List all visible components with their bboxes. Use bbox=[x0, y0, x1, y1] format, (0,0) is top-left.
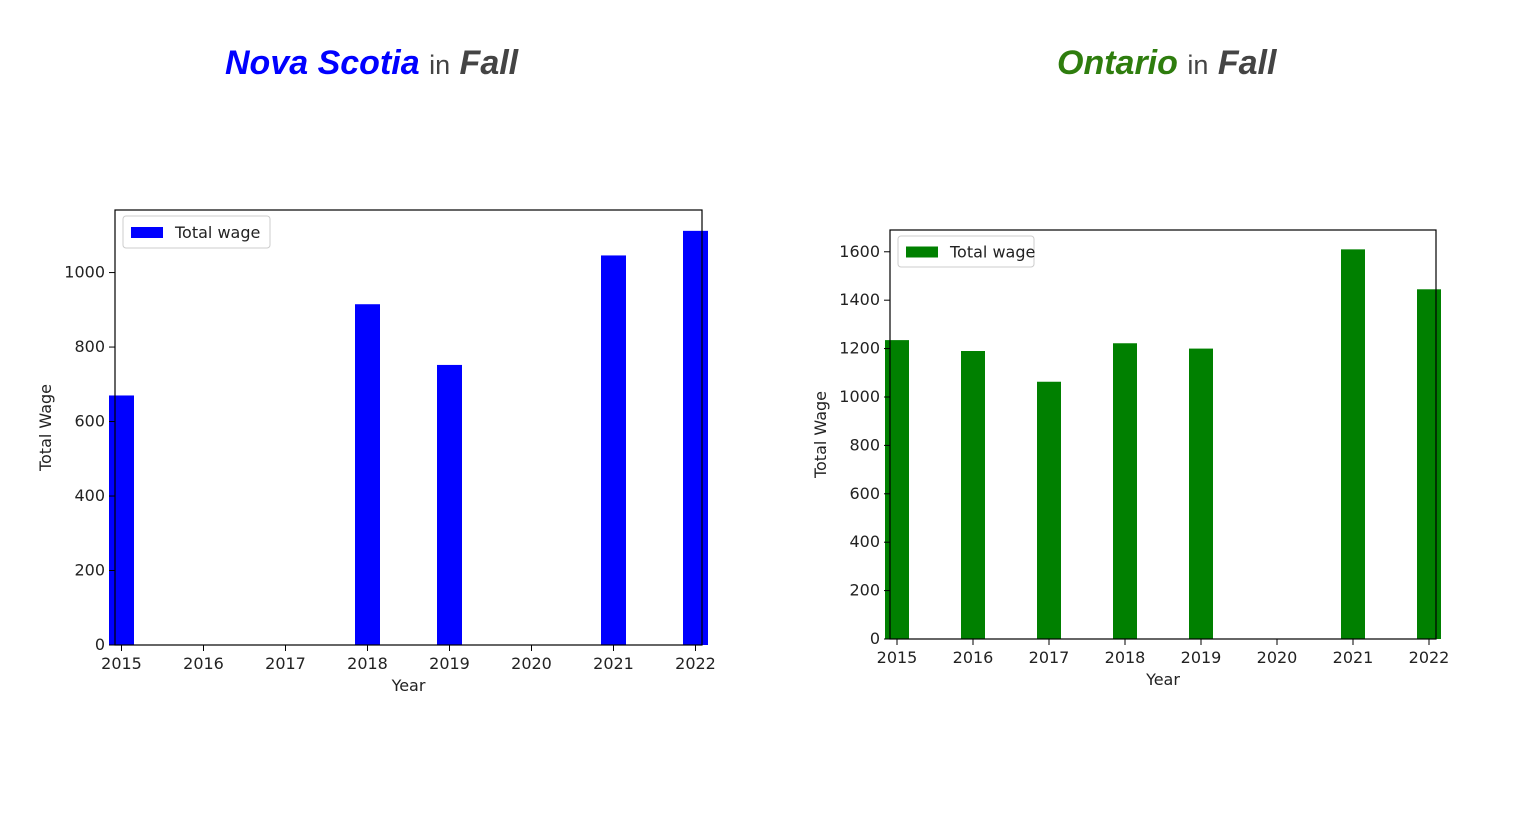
x-axis-label: Year bbox=[1145, 670, 1180, 689]
x-tick-label: 2021 bbox=[593, 654, 634, 673]
bar-2017 bbox=[1037, 381, 1061, 639]
chart-heading-ontario: Ontario in Fall bbox=[1057, 44, 1276, 96]
x-tick-label: 2015 bbox=[101, 654, 142, 673]
x-axis-label: Year bbox=[391, 676, 426, 695]
x-tick-label: 2015 bbox=[877, 648, 918, 667]
y-tick-label: 200 bbox=[849, 581, 880, 600]
bar-2015 bbox=[885, 340, 909, 639]
bar-2015 bbox=[109, 395, 134, 645]
x-tick-label: 2022 bbox=[675, 654, 716, 673]
x-tick-label: 2016 bbox=[183, 654, 224, 673]
bar-2019 bbox=[437, 364, 462, 645]
x-tick-label: 2018 bbox=[347, 654, 388, 673]
x-tick-label: 2021 bbox=[1333, 648, 1374, 667]
heading-season: Fall bbox=[1217, 44, 1277, 82]
y-tick-label: 600 bbox=[849, 484, 880, 503]
y-tick-label: 1000 bbox=[839, 387, 880, 406]
y-tick-label: 1400 bbox=[839, 290, 880, 309]
y-axis-label: Total Wage bbox=[811, 391, 830, 479]
bar-2019 bbox=[1189, 348, 1213, 639]
x-tick-label: 2016 bbox=[953, 648, 994, 667]
y-tick-label: 400 bbox=[74, 486, 105, 505]
heading-season: Fall bbox=[459, 44, 519, 82]
y-tick-label: 0 bbox=[870, 629, 880, 648]
bar-2021 bbox=[601, 255, 626, 645]
heading-joiner: in bbox=[1187, 50, 1209, 80]
legend-label: Total wage bbox=[949, 243, 1035, 262]
y-tick-label: 1000 bbox=[64, 263, 105, 282]
plot-frame bbox=[889, 229, 1437, 640]
x-tick-label: 2020 bbox=[1257, 648, 1298, 667]
heading-province: Ontario bbox=[1057, 44, 1178, 82]
legend-box bbox=[897, 235, 1035, 268]
legend-swatch bbox=[131, 227, 163, 238]
legend-box bbox=[122, 215, 271, 249]
x-tick-label: 2022 bbox=[1409, 648, 1450, 667]
y-tick-label: 200 bbox=[74, 561, 105, 580]
heading-joiner: in bbox=[429, 50, 451, 80]
y-tick-label: 0 bbox=[95, 635, 105, 654]
y-tick-label: 800 bbox=[74, 337, 105, 356]
bar-2022 bbox=[683, 230, 708, 645]
plot-frame bbox=[114, 209, 703, 646]
legend-swatch bbox=[906, 246, 938, 258]
legend-label: Total wage bbox=[174, 223, 260, 242]
y-tick-label: 800 bbox=[849, 435, 880, 454]
y-tick-label: 600 bbox=[74, 412, 105, 431]
bar-2016 bbox=[961, 351, 985, 639]
bar-2022 bbox=[1417, 289, 1441, 639]
x-tick-label: 2017 bbox=[265, 654, 306, 673]
bar-2018 bbox=[1113, 343, 1137, 639]
x-tick-label: 2019 bbox=[429, 654, 470, 673]
bar-2021 bbox=[1341, 249, 1365, 639]
x-tick-label: 2019 bbox=[1181, 648, 1222, 667]
y-axis-label: Total Wage bbox=[36, 384, 55, 472]
y-tick-label: 1600 bbox=[839, 242, 880, 261]
chart-heading-nova-scotia: Nova Scotia in Fall bbox=[225, 44, 518, 96]
heading-province: Nova Scotia bbox=[225, 44, 420, 82]
x-tick-label: 2017 bbox=[1029, 648, 1070, 667]
x-tick-label: 2018 bbox=[1105, 648, 1146, 667]
y-tick-label: 400 bbox=[849, 532, 880, 551]
bar-2018 bbox=[355, 304, 380, 645]
x-tick-label: 2020 bbox=[511, 654, 552, 673]
y-tick-label: 1200 bbox=[839, 339, 880, 358]
